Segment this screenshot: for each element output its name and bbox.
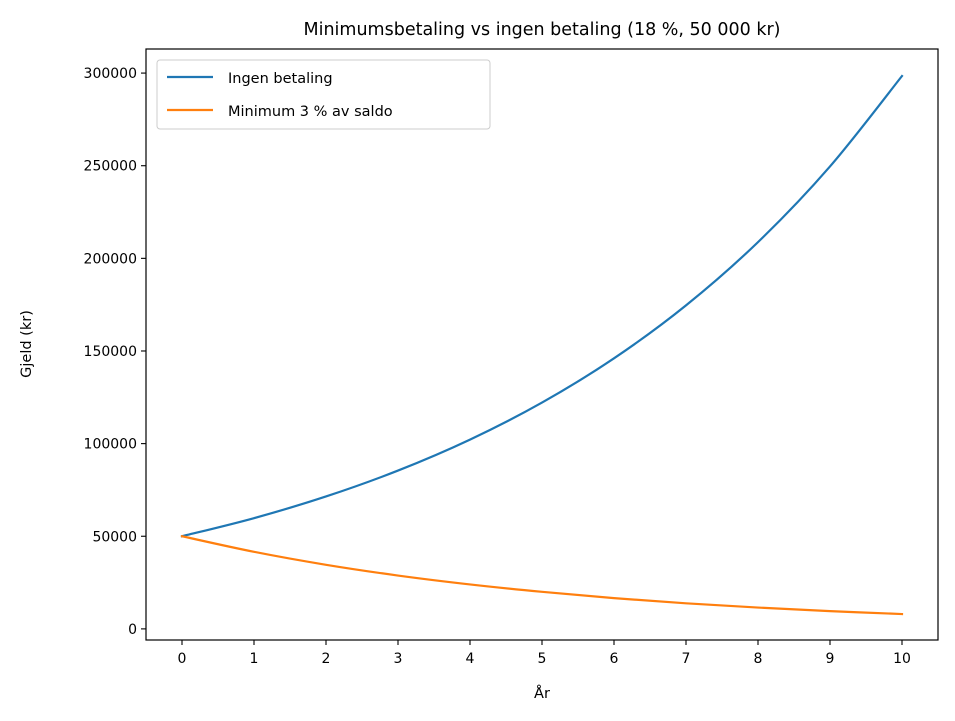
x-axis-label: År xyxy=(534,685,550,702)
legend-entry: Ingen betaling xyxy=(228,71,333,87)
x-tick-label: 8 xyxy=(754,651,763,667)
x-axis: 0 1 2 3 4 5 6 7 8 9 10 xyxy=(178,640,911,667)
x-tick-label: 2 xyxy=(322,651,331,667)
x-tick-label: 7 xyxy=(682,651,691,667)
x-tick-label: 9 xyxy=(826,651,835,667)
y-tick-label: 300000 xyxy=(84,66,137,82)
y-axis-label: Gjeld (kr) xyxy=(19,310,35,378)
x-tick-label: 0 xyxy=(178,651,187,667)
legend-entry: Minimum 3 % av saldo xyxy=(228,104,393,120)
chart-title: Minimumsbetaling vs ingen betaling (18 %… xyxy=(304,20,781,40)
y-tick-label: 150000 xyxy=(84,344,137,360)
series-line-1 xyxy=(180,74,904,538)
y-tick-label: 0 xyxy=(128,622,137,638)
y-tick-label: 50000 xyxy=(92,529,137,545)
legend: Ingen betaling Minimum 3 % av saldo xyxy=(156,59,491,130)
y-axis: 0 50000 100000 150000 200000 250000 300000 xyxy=(84,66,146,638)
plot-area xyxy=(180,74,904,616)
series-line-2 xyxy=(180,534,904,616)
y-tick-label: 250000 xyxy=(84,159,137,175)
x-tick-label: 1 xyxy=(250,651,259,667)
x-tick-label: 6 xyxy=(610,651,619,667)
x-tick-label: 4 xyxy=(466,651,475,667)
y-tick-label: 100000 xyxy=(84,437,137,453)
x-tick-label: 10 xyxy=(893,651,911,667)
y-tick-label: 200000 xyxy=(84,251,137,267)
legend-box xyxy=(156,59,491,130)
x-tick-label: 3 xyxy=(394,651,403,667)
x-tick-label: 5 xyxy=(538,651,547,667)
